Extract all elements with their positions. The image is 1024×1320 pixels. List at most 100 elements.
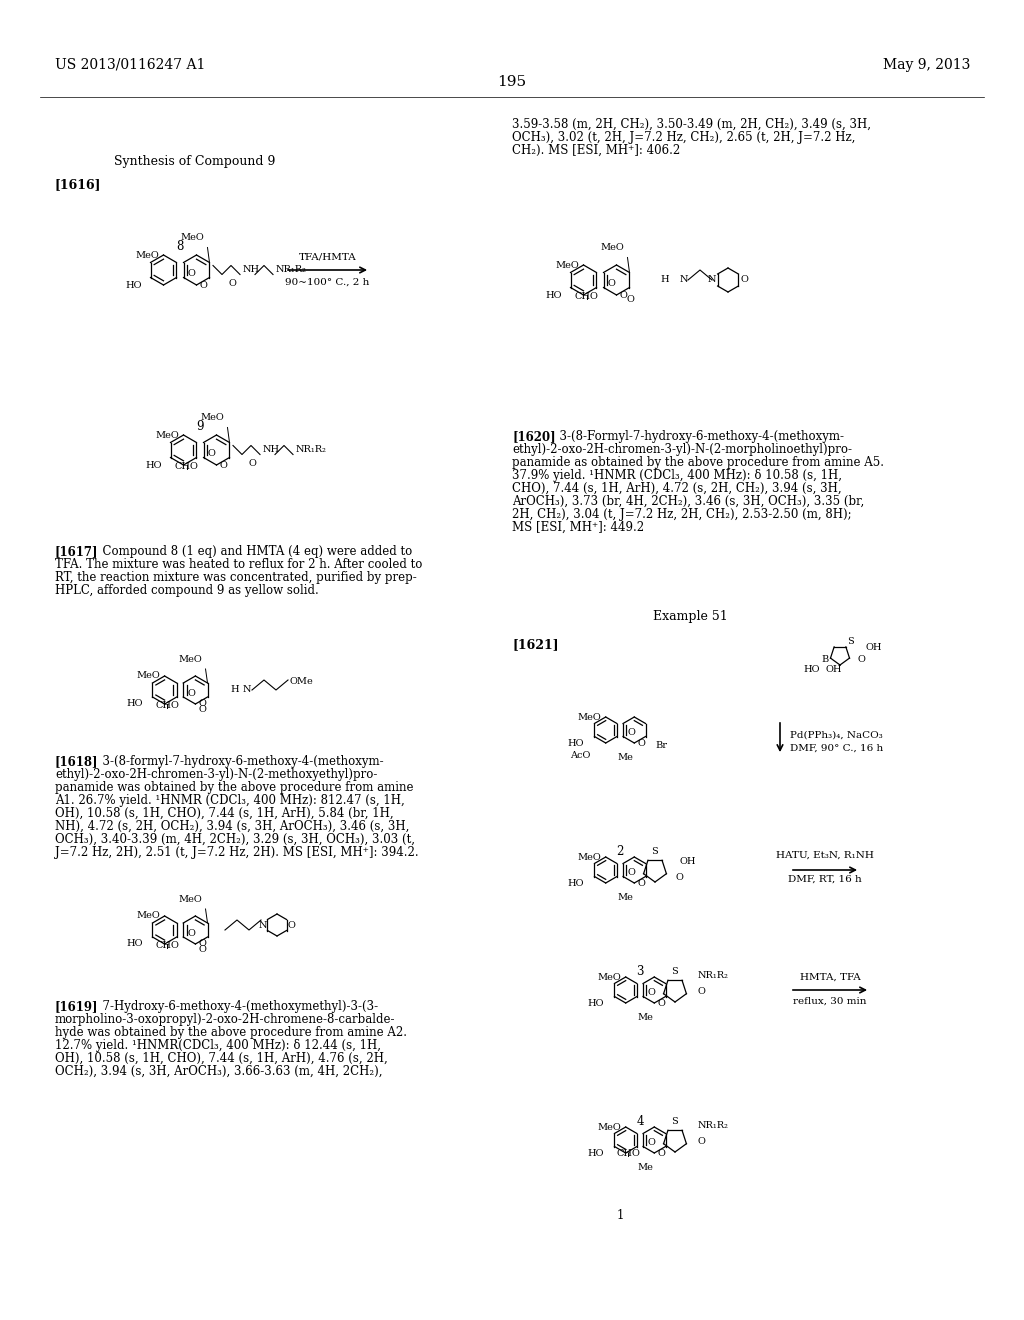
Text: HPLC, afforded compound 9 as yellow solid.: HPLC, afforded compound 9 as yellow soli… xyxy=(55,583,318,597)
Text: 4: 4 xyxy=(636,1115,644,1129)
Text: HO: HO xyxy=(804,665,820,675)
Text: NR₁R₂: NR₁R₂ xyxy=(698,1122,729,1130)
Text: 7-Hydroxy-6-methoxy-4-(methoxymethyl)-3-(3-: 7-Hydroxy-6-methoxy-4-(methoxymethyl)-3-… xyxy=(95,1001,378,1012)
Text: HO: HO xyxy=(567,738,584,747)
Text: CHO: CHO xyxy=(616,1150,640,1158)
Text: Br: Br xyxy=(655,741,667,750)
Text: ethyl)-2-oxo-2H-chromen-3-yl)-N-(2-morpholinoethyl)pro-: ethyl)-2-oxo-2H-chromen-3-yl)-N-(2-morph… xyxy=(512,444,852,455)
Text: O: O xyxy=(607,279,615,288)
Text: US 2013/0116247 A1: US 2013/0116247 A1 xyxy=(55,58,206,73)
Text: CHO: CHO xyxy=(156,701,179,710)
Text: H: H xyxy=(660,276,669,285)
Text: TFA/HMTA: TFA/HMTA xyxy=(299,253,356,261)
Text: HO: HO xyxy=(126,940,142,949)
Text: S: S xyxy=(672,968,678,977)
Text: NH: NH xyxy=(263,446,281,454)
Text: O: O xyxy=(187,269,196,279)
Text: O: O xyxy=(698,987,706,997)
Text: TFA. The mixture was heated to reflux for 2 h. After cooled to: TFA. The mixture was heated to reflux fo… xyxy=(55,558,422,572)
Text: N: N xyxy=(708,276,716,285)
Text: OCH₃), 3.02 (t, 2H, J=7.2 Hz, CH₂), 2.65 (t, 2H, J=7.2 Hz,: OCH₃), 3.02 (t, 2H, J=7.2 Hz, CH₂), 2.65… xyxy=(512,131,855,144)
Text: 3.59-3.58 (m, 2H, CH₂), 3.50-3.49 (m, 2H, CH₂), 3.49 (s, 3H,: 3.59-3.58 (m, 2H, CH₂), 3.50-3.49 (m, 2H… xyxy=(512,117,871,131)
Text: O: O xyxy=(187,689,196,697)
Text: Me: Me xyxy=(617,894,633,903)
Text: N: N xyxy=(259,920,267,929)
Text: NH: NH xyxy=(243,265,260,275)
Text: MeO: MeO xyxy=(179,655,203,664)
Text: 3-(8-Formyl-7-hydroxy-6-methoxy-4-(methoxym-: 3-(8-Formyl-7-hydroxy-6-methoxy-4-(metho… xyxy=(552,430,844,444)
Text: O: O xyxy=(626,296,634,305)
Text: MeO: MeO xyxy=(556,260,580,269)
Text: DMF, RT, 16 h: DMF, RT, 16 h xyxy=(788,875,862,884)
Text: HO: HO xyxy=(145,461,162,470)
Text: HO: HO xyxy=(125,281,141,289)
Text: MeO: MeO xyxy=(137,912,161,920)
Text: morpholino-3-oxopropyl)-2-oxo-2H-chromene-8-carbalde-: morpholino-3-oxopropyl)-2-oxo-2H-chromen… xyxy=(55,1012,395,1026)
Text: O: O xyxy=(200,281,208,289)
Text: HATU, Et₃N, R₁NH: HATU, Et₃N, R₁NH xyxy=(776,851,873,861)
Text: MeO: MeO xyxy=(179,895,203,904)
Text: O: O xyxy=(620,290,628,300)
Text: MeO: MeO xyxy=(598,973,622,982)
Text: S: S xyxy=(672,1118,678,1126)
Text: RT, the reaction mixture was concentrated, purified by prep-: RT, the reaction mixture was concentrate… xyxy=(55,572,417,583)
Text: [1617]: [1617] xyxy=(55,545,98,558)
Text: OH: OH xyxy=(680,858,696,866)
Text: [1619]: [1619] xyxy=(55,1001,98,1012)
Text: O: O xyxy=(228,279,237,288)
Text: OH), 10.58 (s, 1H, CHO), 7.44 (s, 1H, ArH), 5.84 (br, 1H,: OH), 10.58 (s, 1H, CHO), 7.44 (s, 1H, Ar… xyxy=(55,807,393,820)
Text: O: O xyxy=(637,738,645,747)
Text: Me: Me xyxy=(637,1163,653,1172)
Text: 9: 9 xyxy=(197,420,204,433)
Text: CHO), 7.44 (s, 1H, ArH), 4.72 (s, 2H, CH₂), 3.94 (s, 3H,: CHO), 7.44 (s, 1H, ArH), 4.72 (s, 2H, CH… xyxy=(512,482,842,495)
Text: OCH₂), 3.94 (s, 3H, ArOCH₃), 3.66-3.63 (m, 4H, 2CH₂),: OCH₂), 3.94 (s, 3H, ArOCH₃), 3.66-3.63 (… xyxy=(55,1065,383,1078)
Text: HO: HO xyxy=(126,700,142,709)
Text: MeO: MeO xyxy=(578,853,602,862)
Text: May 9, 2013: May 9, 2013 xyxy=(883,58,970,73)
Text: Me: Me xyxy=(617,754,633,763)
Text: O: O xyxy=(647,987,655,997)
Text: Me: Me xyxy=(637,1014,653,1023)
Text: 12.7% yield. ¹HNMR(CDCl₃, 400 MHz): δ 12.44 (s, 1H,: 12.7% yield. ¹HNMR(CDCl₃, 400 MHz): δ 12… xyxy=(55,1039,381,1052)
Text: [1618]: [1618] xyxy=(55,755,98,768)
Text: NH), 4.72 (s, 2H, OCH₂), 3.94 (s, 3H, ArOCH₃), 3.46 (s, 3H,: NH), 4.72 (s, 2H, OCH₂), 3.94 (s, 3H, Ar… xyxy=(55,820,410,833)
Text: O: O xyxy=(637,879,645,887)
Text: MeO: MeO xyxy=(137,672,161,681)
Text: [1620]: [1620] xyxy=(512,430,556,444)
Text: ethyl)-2-oxo-2H-chromen-3-yl)-N-(2-methoxyethyl)pro-: ethyl)-2-oxo-2H-chromen-3-yl)-N-(2-metho… xyxy=(55,768,378,781)
Text: O: O xyxy=(698,1138,706,1147)
Text: OCH₃), 3.40-3.39 (m, 4H, 2CH₂), 3.29 (s, 3H, OCH₃), 3.03 (t,: OCH₃), 3.40-3.39 (m, 4H, 2CH₂), 3.29 (s,… xyxy=(55,833,415,846)
Text: Synthesis of Compound 9: Synthesis of Compound 9 xyxy=(115,154,275,168)
Text: MeO: MeO xyxy=(578,713,602,722)
Text: CHO: CHO xyxy=(174,462,199,471)
Text: 2: 2 xyxy=(616,845,624,858)
Text: OMe: OMe xyxy=(290,677,313,686)
Text: O: O xyxy=(208,449,215,458)
Text: CHO: CHO xyxy=(574,292,598,301)
Text: 8: 8 xyxy=(176,240,183,253)
Text: 3-(8-formyl-7-hydroxy-6-methoxy-4-(methoxym-: 3-(8-formyl-7-hydroxy-6-methoxy-4-(metho… xyxy=(95,755,384,768)
Text: OH: OH xyxy=(825,665,842,675)
Text: Compound 8 (1 eq) and HMTA (4 eq) were added to: Compound 8 (1 eq) and HMTA (4 eq) were a… xyxy=(95,545,413,558)
Text: 90~100° C., 2 h: 90~100° C., 2 h xyxy=(286,279,370,286)
Text: panamide was obtained by the above procedure from amine: panamide was obtained by the above proce… xyxy=(55,781,414,795)
Text: O: O xyxy=(249,459,256,469)
Text: MeO: MeO xyxy=(156,430,179,440)
Text: H: H xyxy=(230,685,239,694)
Text: MeO: MeO xyxy=(201,412,224,421)
Text: O: O xyxy=(675,874,683,883)
Text: MeO: MeO xyxy=(601,243,625,252)
Text: ArOCH₃), 3.73 (br, 4H, 2CH₂), 3.46 (s, 3H, OCH₃), 3.35 (br,: ArOCH₃), 3.73 (br, 4H, 2CH₂), 3.46 (s, 3… xyxy=(512,495,864,508)
Text: 37.9% yield. ¹HNMR (CDCl₃, 400 MHz): δ 10.58 (s, 1H,: 37.9% yield. ¹HNMR (CDCl₃, 400 MHz): δ 1… xyxy=(512,469,842,482)
Text: 2H, CH₂), 3.04 (t, J=7.2 Hz, 2H, CH₂), 2.53-2.50 (m, 8H);: 2H, CH₂), 3.04 (t, J=7.2 Hz, 2H, CH₂), 2… xyxy=(512,508,852,521)
Text: HO: HO xyxy=(587,998,604,1007)
Text: O: O xyxy=(647,1138,655,1147)
Text: 195: 195 xyxy=(498,75,526,88)
Text: NR₁R₂: NR₁R₂ xyxy=(698,972,729,981)
Text: NR₁R₂: NR₁R₂ xyxy=(296,446,327,454)
Text: O: O xyxy=(657,1148,666,1158)
Text: AcO: AcO xyxy=(569,751,590,759)
Text: O: O xyxy=(199,940,206,949)
Text: A1. 26.7% yield. ¹HNMR (CDCl₃, 400 MHz): 812.47 (s, 1H,: A1. 26.7% yield. ¹HNMR (CDCl₃, 400 MHz):… xyxy=(55,795,404,807)
Text: 1: 1 xyxy=(616,1209,624,1222)
